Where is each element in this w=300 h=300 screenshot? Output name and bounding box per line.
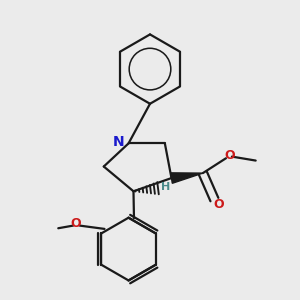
Text: H: H — [161, 182, 170, 192]
Polygon shape — [171, 173, 203, 183]
Text: O: O — [213, 198, 224, 211]
Text: N: N — [113, 135, 124, 149]
Text: O: O — [225, 149, 235, 162]
Text: O: O — [70, 218, 81, 230]
